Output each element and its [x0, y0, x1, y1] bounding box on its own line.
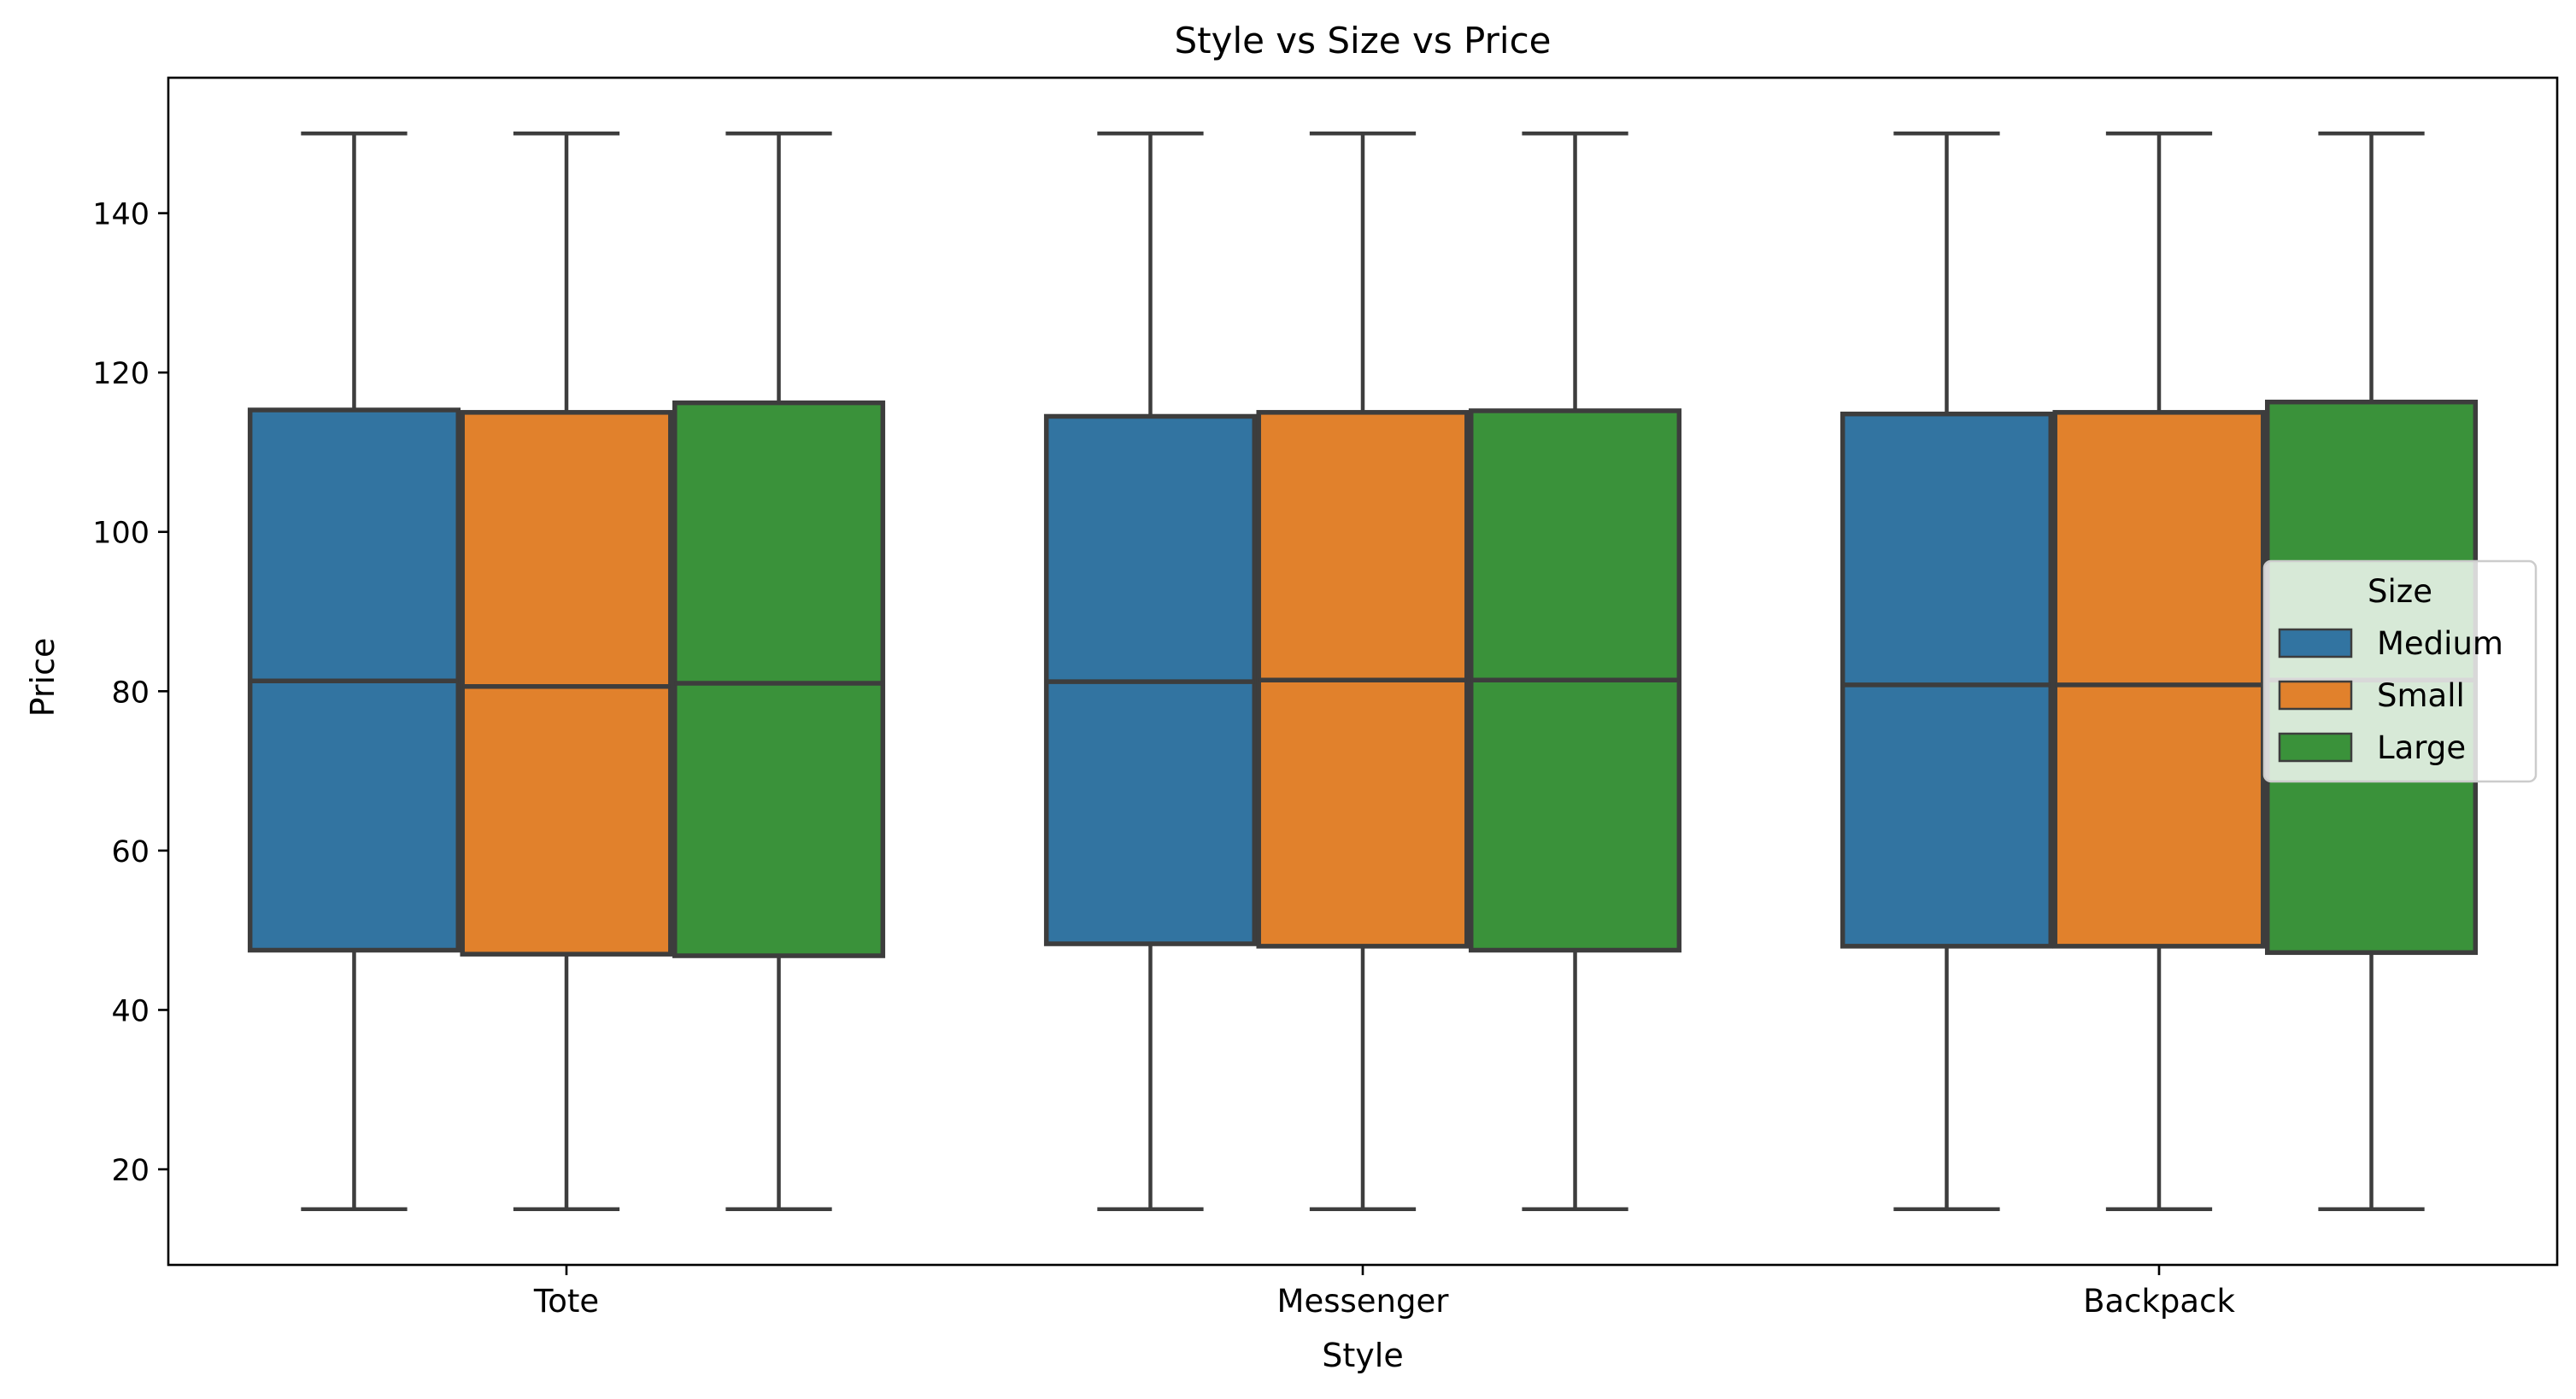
- legend-title: Size: [2368, 573, 2432, 610]
- y-axis-label: Price: [24, 638, 62, 717]
- box-iqr: [672, 400, 886, 958]
- legend: Size Medium Small Large: [2262, 559, 2538, 783]
- box-messenger-small: [1256, 132, 1470, 1211]
- y-tick-label: 140: [92, 198, 150, 232]
- legend-swatch-medium: [2278, 628, 2353, 659]
- box-tote-large: [672, 132, 886, 1211]
- y-tick-label: 60: [111, 835, 150, 869]
- y-tick-label: 100: [92, 517, 150, 551]
- x-tick-label: Backpack: [2083, 1283, 2235, 1320]
- box-iqr: [2052, 410, 2266, 949]
- box-backpack-small: [2052, 132, 2266, 1211]
- legend-swatch-large: [2278, 732, 2353, 763]
- box-iqr: [1840, 411, 2053, 949]
- legend-label-medium: Medium: [2377, 625, 2503, 662]
- legend-box: [2262, 559, 2538, 783]
- y-tick-label: 80: [111, 676, 150, 710]
- y-tick-label: 40: [111, 994, 150, 1028]
- y-tick-label: 20: [111, 1154, 150, 1188]
- box-messenger-large: [1469, 132, 1682, 1211]
- box-tote-small: [460, 132, 673, 1211]
- x-axis-label: Style: [1322, 1337, 1403, 1374]
- y-tick-label: 120: [92, 357, 150, 391]
- x-tick-label: Tote: [533, 1283, 599, 1320]
- box-backpack-medium: [1840, 132, 2053, 1211]
- legend-label-large: Large: [2377, 729, 2466, 766]
- box-iqr: [460, 410, 673, 957]
- box-messenger-medium: [1043, 132, 1257, 1211]
- box-tote-medium: [247, 132, 461, 1211]
- legend-swatch-small: [2278, 680, 2353, 711]
- legend-label-small: Small: [2377, 677, 2465, 714]
- chart-title: Style vs Size vs Price: [1174, 20, 1551, 61]
- x-tick-label: Messenger: [1277, 1283, 1450, 1320]
- axes-layer: 20 40 60 80 100 120 140 Tote Messenger Backpack: [92, 76, 2559, 1320]
